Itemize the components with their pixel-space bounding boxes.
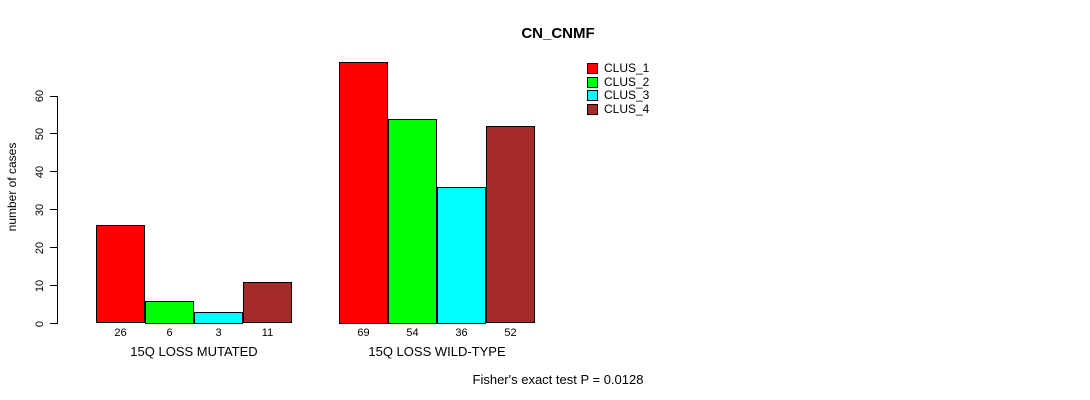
y-axis-tick bbox=[50, 247, 58, 249]
x-category-label: 15Q LOSS WILD-TYPE bbox=[368, 344, 506, 359]
y-axis-tick bbox=[50, 209, 58, 211]
legend-label: CLUS_1 bbox=[604, 61, 650, 76]
y-axis-tick bbox=[50, 285, 58, 287]
y-axis-line bbox=[57, 95, 58, 324]
chart-title: CN_CNMF bbox=[521, 25, 595, 42]
bar-value-label: 26 bbox=[114, 327, 127, 339]
legend-label: CLUS_2 bbox=[604, 74, 650, 89]
bar-value-label: 36 bbox=[455, 327, 468, 339]
legend-item-clus_2: CLUS_2 bbox=[587, 74, 650, 90]
y-axis-tick bbox=[50, 171, 58, 173]
y-axis-tick bbox=[50, 323, 58, 324]
bar-clus_1-group2 bbox=[339, 61, 388, 324]
bar-clus_2-group2 bbox=[388, 118, 437, 324]
y-axis-tick-label: 20 bbox=[34, 241, 46, 254]
x-category-label: 15Q LOSS MUTATED bbox=[130, 344, 258, 359]
legend-item-clus_4: CLUS_4 bbox=[587, 101, 650, 117]
bar-clus_3-group1 bbox=[194, 312, 243, 324]
bar-value-label: 69 bbox=[357, 327, 370, 339]
y-axis-tick bbox=[50, 133, 58, 135]
y-axis-tick-label: 60 bbox=[34, 89, 46, 103]
bar-clus_1-group1 bbox=[96, 224, 145, 324]
bar-value-label: 52 bbox=[504, 327, 517, 339]
bar-value-label: 54 bbox=[406, 327, 419, 339]
y-axis-tick bbox=[50, 95, 58, 97]
y-axis-tick-label: 0 bbox=[34, 320, 46, 327]
bar-clus_3-group2 bbox=[437, 187, 486, 324]
y-axis-tick-label: 40 bbox=[34, 165, 46, 178]
bar-clus_4-group1 bbox=[243, 281, 292, 324]
footnote: Fisher's exact test P = 0.0128 bbox=[472, 372, 644, 387]
legend-item-clus_3: CLUS_3 bbox=[587, 89, 649, 103]
y-axis-tick-label: 50 bbox=[34, 127, 46, 141]
y-axis-tick-label: 10 bbox=[34, 279, 46, 292]
legend-label: CLUS_3 bbox=[604, 88, 650, 103]
legend-label: CLUS_4 bbox=[604, 101, 650, 116]
bar-value-label: 3 bbox=[215, 327, 222, 339]
bar-clus_2-group1 bbox=[145, 300, 194, 324]
bar-value-label: 6 bbox=[166, 327, 173, 339]
legend-item-clus_1: CLUS_1 bbox=[587, 62, 649, 76]
bar-value-label: 11 bbox=[261, 327, 274, 339]
legend-color-swatch bbox=[587, 90, 598, 102]
legend-color-swatch bbox=[587, 63, 598, 75]
y-axis-label: number of cases bbox=[5, 142, 19, 232]
bar-clus_4-group2 bbox=[486, 126, 535, 324]
y-axis-tick-label: 30 bbox=[34, 203, 46, 216]
legend-color-swatch bbox=[587, 103, 598, 115]
legend-color-swatch bbox=[587, 76, 598, 88]
legend: CLUS_1 CLUS_2 CLUS_3 CLUS_4 bbox=[587, 62, 649, 116]
